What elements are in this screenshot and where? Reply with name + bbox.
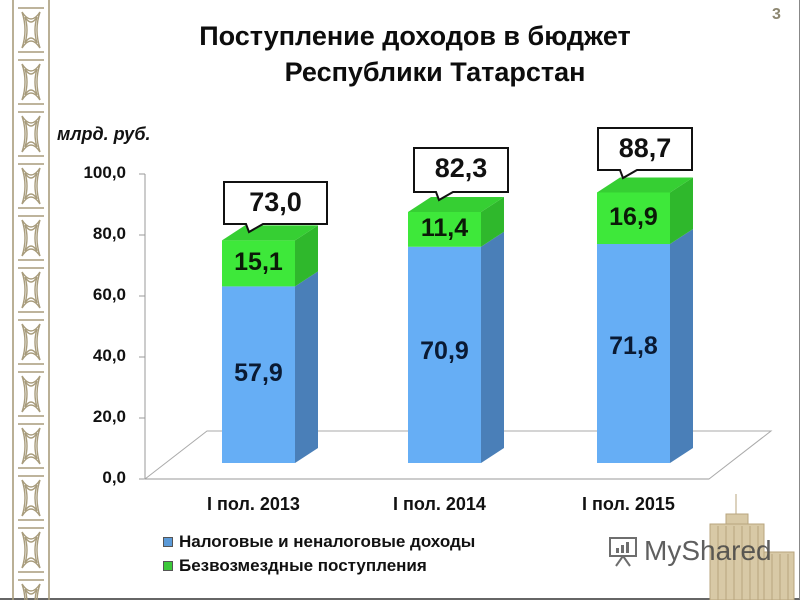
data-label-tax: 71,8	[609, 332, 658, 360]
y-tick-label: 60,0	[92, 285, 126, 304]
legend: Налоговые и неналоговые доходы Безвозмез…	[163, 530, 475, 578]
legend-item-grants: Безвозмездные поступления	[163, 554, 475, 578]
legend-item-tax: Налоговые и неналоговые доходы	[163, 530, 475, 554]
data-label-grants: 16,9	[609, 203, 658, 232]
y-tick-label: 100,0	[83, 163, 126, 182]
legend-label: Безвозмездные поступления	[179, 556, 427, 575]
y-tick-label: 20,0	[92, 407, 126, 426]
page-number: 3	[772, 6, 781, 23]
legend-swatch-blue-icon	[163, 537, 173, 547]
total-label: 88,7	[618, 133, 672, 163]
presentation-board-icon	[609, 537, 637, 567]
ornament-border-icon	[12, 0, 50, 600]
watermark-text: MyShared	[644, 535, 772, 566]
data-label-grants: 15,1	[234, 248, 283, 277]
x-axis-label: I пол. 2013	[207, 494, 300, 514]
page-title: Поступление доходов в бюджет Республики …	[150, 18, 680, 90]
y-axis-unit-label: млрд. руб.	[57, 124, 151, 144]
title-line-1: Поступление доходов в бюджет	[199, 21, 631, 51]
legend-swatch-green-icon	[163, 561, 173, 571]
total-label: 82,3	[434, 153, 488, 183]
building-image-icon	[709, 494, 795, 600]
data-label-grants: 11,4	[420, 214, 469, 243]
y-tick-label: 40,0	[92, 346, 126, 365]
title-line-2: Республики Татарстан	[284, 57, 586, 87]
legend-label: Налоговые и неналоговые доходы	[179, 532, 476, 551]
total-label: 73,0	[249, 187, 302, 217]
data-label-tax: 57,9	[234, 359, 283, 387]
data-label-tax: 70,9	[420, 337, 469, 365]
y-tick-label: 0,0	[102, 468, 126, 487]
watermark: MyShared	[606, 534, 772, 568]
x-axis-label: I пол. 2014	[393, 494, 486, 514]
x-axis-label: I пол. 2015	[582, 494, 675, 514]
y-tick-label: 80,0	[92, 224, 126, 243]
